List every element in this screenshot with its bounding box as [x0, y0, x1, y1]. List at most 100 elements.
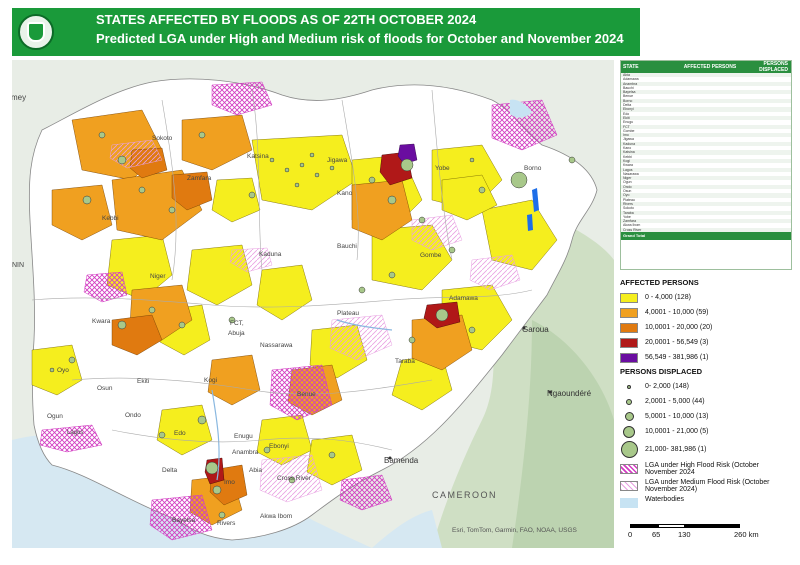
affected-class-3: 10,0001 - 20,000 (20): [620, 320, 792, 335]
scale-segment: [685, 524, 740, 528]
table-row: Nasarawa: [623, 171, 639, 176]
circle-xs-icon: [627, 384, 631, 389]
map-labels: mey NIN Kebbi Sokoto Zamfara Katsina Jig…: [12, 93, 592, 534]
yobe-label: Yobe: [435, 165, 450, 172]
water-swatch: [620, 498, 638, 508]
bayelsa-label: Bayelsa: [172, 517, 196, 524]
table-row: Akwa Ibom: [623, 223, 641, 228]
medium-risk-legend-item: LGA under Medium Flood Risk (October Nov…: [620, 479, 792, 493]
attribution: Esri, TomTom, Garmin, FAO, NOAA, USGS: [452, 527, 578, 534]
table-header: STATE AFFECTED PERSONS PERSONS DISPLACED: [621, 61, 791, 73]
edo-label: Edo: [174, 430, 186, 437]
benue-label: Benue: [297, 391, 316, 398]
displaced-class-5: 21,000- 381,986 (1): [620, 439, 792, 459]
scale-bar: 0 65 130 260 km: [626, 522, 776, 548]
table-row: Adamawa: [623, 77, 639, 82]
abuja-label: Abuja: [228, 330, 245, 337]
displaced-class-1: 0- 2,000 (148): [620, 379, 792, 394]
scale-label-65: 65: [652, 530, 661, 539]
plateau-label: Plateau: [337, 310, 359, 317]
table-row: Jigawa: [623, 137, 634, 142]
nassarawa-label: Nassarawa: [260, 342, 293, 349]
table-row: Katsina: [621, 150, 791, 155]
fct-label: FCT,: [230, 320, 244, 327]
benin-label: NIN: [12, 262, 24, 269]
side-panel: STATE AFFECTED PERSONS PERSONS DISPLACED…: [620, 60, 792, 548]
table-row: Osun: [623, 189, 632, 194]
table-row: Gombe: [623, 128, 635, 133]
swatch-red: [620, 337, 638, 348]
affected-lga-layer: [31, 134, 558, 486]
table-row: Enugu: [623, 120, 634, 125]
table-row: Bayelsa: [621, 90, 791, 95]
table-row: Lagos: [621, 167, 791, 172]
table-row: Edo: [623, 111, 630, 116]
scale-segment: [630, 524, 658, 528]
circle-xl-icon: [620, 440, 638, 458]
scale-segment: [658, 524, 685, 528]
swatch-purple: [620, 352, 638, 363]
table-row: Kano: [623, 146, 632, 151]
table-row: Kogi: [621, 158, 791, 164]
adamawa-label: Adamawa: [449, 295, 478, 302]
swatch-dark-orange: [620, 322, 638, 333]
lagos-label: Lagos: [67, 430, 83, 436]
table-row: Kwara: [623, 163, 633, 168]
bauchi-label: Bauchi: [337, 243, 357, 250]
waterbodies-layer: [211, 99, 539, 481]
table-row: Niger: [621, 176, 791, 181]
title-banner: STATES AFFECTED BY FLOODS AS OF 22TH OCT…: [12, 8, 640, 56]
bamenda-label: Bamenda: [384, 456, 419, 465]
table-row: Ondo: [621, 184, 791, 190]
coat-of-arms-logo: [18, 14, 54, 50]
table-row: Borno: [621, 98, 791, 104]
kaduna-label: Kaduna: [259, 251, 282, 258]
table-row: Rivers: [621, 201, 791, 207]
kwara-label: Kwara: [92, 318, 111, 325]
map-legend: AFFECTED PERSONS 0 - 4,000 (128) 4,0001 …: [620, 278, 792, 508]
ebonyi-label: Ebonyi: [269, 443, 289, 450]
title-line-2: Predicted LGA under High and Medium risk…: [96, 31, 624, 46]
abia-label: Abia: [249, 467, 262, 474]
ngaoundere-label: Ngaoundéré: [547, 389, 592, 398]
map-canvas: mey NIN Kebbi Sokoto Zamfara Katsina Jig…: [12, 60, 614, 548]
waterbodies-legend-item: Waterbodies: [620, 496, 792, 508]
scale-label-0: 0: [628, 530, 633, 539]
table-row: Cross River: [621, 227, 791, 232]
enugu-label: Enugu: [234, 433, 253, 440]
title-line-1: STATES AFFECTED BY FLOODS AS OF 22TH OCT…: [96, 12, 477, 27]
affected-class-4: 20,0001 - 56,549 (3): [620, 335, 792, 350]
sokoto-label: Sokoto: [152, 135, 173, 142]
ogun-label: Ogun: [47, 413, 63, 420]
high-flood-risk-layer: [39, 81, 558, 541]
table-row: Ekiti: [621, 115, 791, 121]
affected-class-2: 4,0001 - 10,000 (59): [620, 305, 792, 320]
table-row: Imo: [621, 133, 791, 138]
kebbi-label: Kebbi: [102, 215, 119, 222]
zamfara-label: Zamfara: [187, 175, 212, 182]
state-summary-table: STATE AFFECTED PERSONS PERSONS DISPLACED…: [620, 60, 792, 270]
table-row: Ebonyi: [621, 107, 791, 112]
ekiti-label: Ekiti: [137, 378, 149, 385]
table-row: Anambra: [621, 81, 791, 86]
table-row: Yobe: [623, 214, 631, 219]
garoua-label: Garoua: [522, 325, 549, 334]
map-frame[interactable]: mey NIN Kebbi Sokoto Zamfara Katsina Jig…: [12, 60, 614, 548]
table-body: Abia Adamawa Anambra Bauchi Bayelsa Benue Born…: [621, 73, 791, 232]
table-row: Plateau: [623, 197, 635, 202]
displaced-class-2: 2,0001 - 5,000 (44): [620, 394, 792, 409]
table-row: Ogun: [623, 180, 632, 185]
displaced-persons-layer: [49, 131, 576, 519]
high-risk-legend-item: LGA under High Flood Risk (October Novem…: [620, 462, 792, 476]
cameroon-label: CAMEROON: [432, 490, 497, 500]
borno-label: Borno: [524, 165, 542, 172]
table-row: Kaduna: [621, 141, 791, 147]
kogi-label: Kogi: [204, 377, 217, 384]
gombe-label: Gombe: [420, 252, 442, 259]
circle-md-icon: [624, 412, 634, 421]
table-row: Bauchi: [623, 85, 634, 90]
delta-label: Delta: [162, 467, 178, 474]
taraba-label: Taraba: [395, 358, 415, 365]
affected-persons-title: AFFECTED PERSONS: [620, 278, 699, 287]
